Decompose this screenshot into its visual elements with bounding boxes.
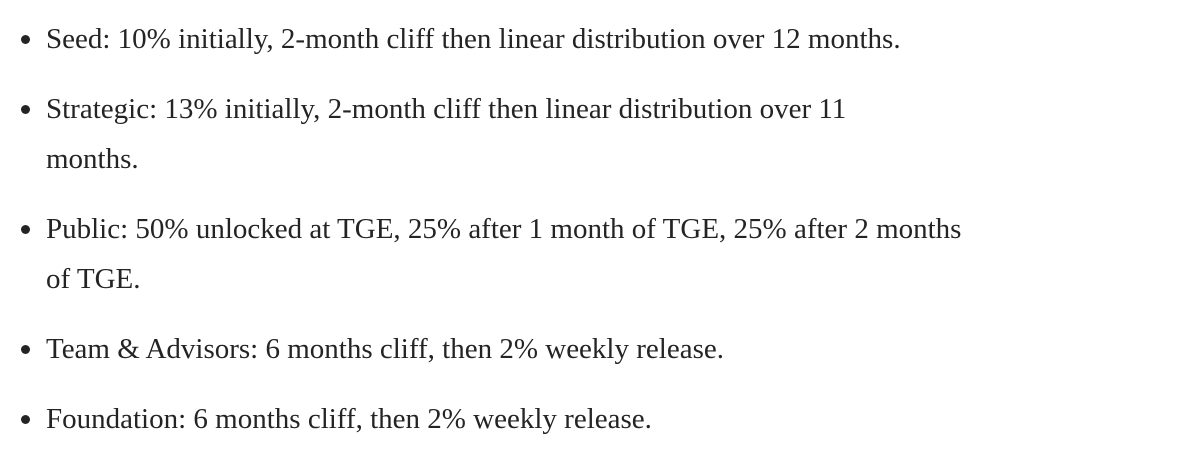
- list-item-line: months.: [46, 143, 139, 175]
- list-item-line: Strategic: 13% initially, 2-month cliff …: [46, 93, 847, 125]
- list-item-line: Team & Advisors: 6 months cliff, then 2%…: [46, 333, 724, 365]
- list-item-strategic: Strategic: 13% initially, 2-month cliff …: [21, 84, 1180, 184]
- article-content: Seed: 10% initially, 2-month cliff then …: [21, 14, 1180, 444]
- bullet-icon: [21, 35, 30, 44]
- list-item-line: Seed: 10% initially, 2-month cliff then …: [46, 23, 901, 55]
- list-item-team-advisors: Team & Advisors: 6 months cliff, then 2%…: [21, 324, 1180, 374]
- list-item-public: Public: 50% unlocked at TGE, 25% after 1…: [21, 204, 1180, 304]
- list-item-foundation: Foundation: 6 months cliff, then 2% week…: [21, 394, 1180, 444]
- list-item-line: of TGE.: [46, 263, 141, 295]
- list-item-seed: Seed: 10% initially, 2-month cliff then …: [21, 14, 1180, 64]
- list-item-line: Foundation: 6 months cliff, then 2% week…: [46, 403, 652, 435]
- bullet-icon: [21, 345, 30, 354]
- bullet-icon: [21, 105, 30, 114]
- bullet-list: Seed: 10% initially, 2-month cliff then …: [21, 14, 1180, 444]
- bullet-icon: [21, 225, 30, 234]
- bullet-icon: [21, 415, 30, 424]
- list-item-line: Public: 50% unlocked at TGE, 25% after 1…: [46, 213, 962, 245]
